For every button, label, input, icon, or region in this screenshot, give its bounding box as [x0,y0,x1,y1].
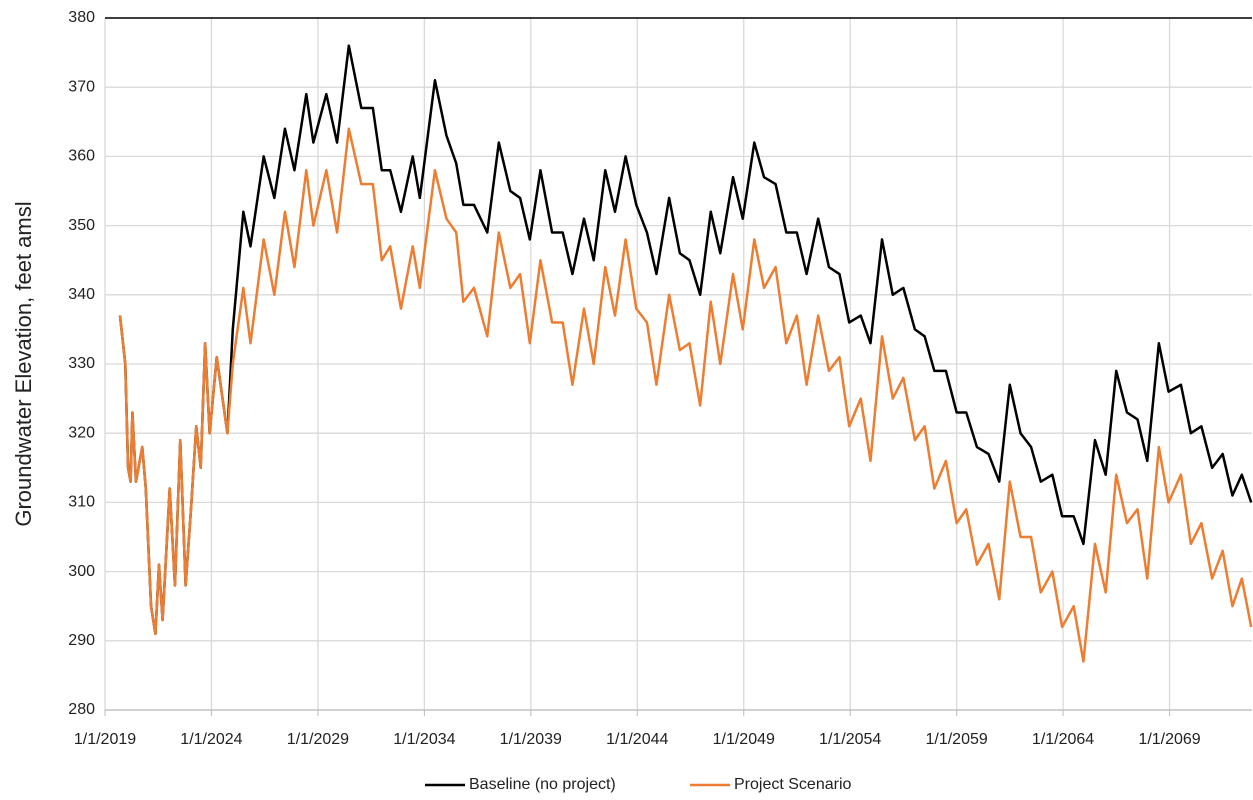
y-tick-label: 360 [68,148,95,165]
x-tick-label: 1/1/2054 [819,731,881,748]
x-tick-label: 1/1/2034 [393,731,455,748]
y-tick-label: 330 [68,355,95,372]
data-line [118,127,1253,663]
x-tick-label: 1/1/2064 [1032,731,1094,748]
x-tick-label: 1/1/2039 [500,731,562,748]
y-axis-title: Groundwater Elevation, feet amsl [11,201,36,526]
x-tick-label: 1/1/2024 [180,731,242,748]
y-tick-label: 280 [68,701,95,718]
data-line [118,44,1253,636]
x-tick-label: 1/1/2019 [74,731,136,748]
x-tick-label: 1/1/2049 [713,731,775,748]
x-tick-label: 1/1/2069 [1138,731,1200,748]
x-tick-label: 1/1/2029 [287,731,349,748]
x-tick-label: 1/1/2044 [606,731,668,748]
y-tick-label: 350 [68,217,95,234]
y-tick-label: 320 [68,424,95,441]
y-tick-label: 300 [68,563,95,580]
y-tick-label: 290 [68,632,95,649]
y-tick-label: 310 [68,494,95,511]
y-tick-label: 340 [68,286,95,303]
x-tick-label: 1/1/2059 [925,731,987,748]
legend-label: Project Scenario [734,776,851,793]
y-tick-label: 380 [68,9,95,26]
legend-label: Baseline (no project) [469,776,616,793]
y-tick-label: 370 [68,78,95,95]
